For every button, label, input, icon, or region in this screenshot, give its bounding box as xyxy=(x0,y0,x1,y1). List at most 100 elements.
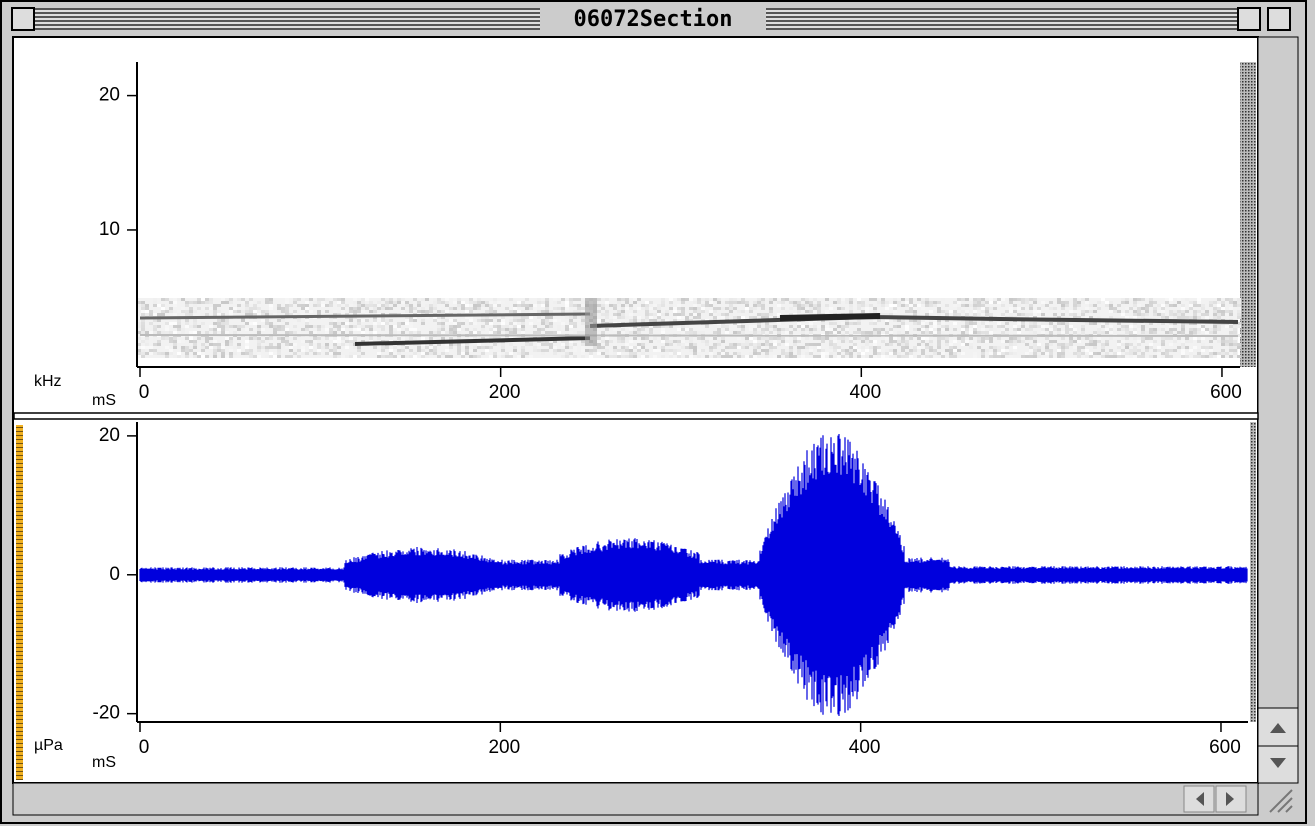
spectrogram-cell xyxy=(1053,328,1057,331)
spectrogram-cell xyxy=(873,310,877,313)
spectrogram-cell xyxy=(909,349,913,352)
spectrogram-cell xyxy=(393,331,397,334)
close-box[interactable] xyxy=(12,8,34,30)
spectrogram-cell xyxy=(973,331,977,334)
spectrogram-cell xyxy=(509,352,513,355)
spectrogram-cell xyxy=(1061,298,1065,301)
spectrogram-cell xyxy=(197,331,201,334)
spectrogram-cell xyxy=(193,301,197,304)
spectrogram-cell xyxy=(569,352,573,355)
spectrogram-cell xyxy=(201,307,205,310)
spectrogram-cell xyxy=(877,331,881,334)
spectrogram-cell xyxy=(621,355,625,358)
spectrogram-cell xyxy=(1193,304,1197,307)
spectrogram-cell xyxy=(189,352,193,355)
spectrogram-cell xyxy=(621,298,625,301)
spectrogram-cell xyxy=(881,355,885,358)
spectrogram-cell xyxy=(877,319,881,322)
spectrogram-cell xyxy=(877,349,881,352)
spectrogram-cell xyxy=(953,328,957,331)
spectrogram-cell xyxy=(209,340,213,343)
spectrogram-cell xyxy=(601,307,605,310)
spectrogram-cell xyxy=(253,322,257,325)
spectrogram-cell xyxy=(485,310,489,313)
spectrogram-cell xyxy=(1137,355,1141,358)
spectrogram-cell xyxy=(721,307,725,310)
spectrogram-cell xyxy=(781,307,785,310)
spectrogram-cell xyxy=(1017,298,1021,301)
spectrogram-cell xyxy=(493,310,497,313)
spectrogram-cell xyxy=(881,340,885,343)
spectrogram-cell xyxy=(257,325,261,328)
spectrogram-cell xyxy=(1193,316,1197,319)
spectrogram-cell xyxy=(1133,310,1137,313)
panel-divider[interactable] xyxy=(14,413,1258,419)
spectrogram-cell xyxy=(1057,301,1061,304)
collapse-box[interactable] xyxy=(1268,8,1290,30)
spectrogram-cell xyxy=(817,310,821,313)
spectrogram-cell xyxy=(1069,310,1073,313)
spectrogram-cell xyxy=(457,322,461,325)
horizontal-scrollbar[interactable] xyxy=(13,783,1258,815)
waveform-handle[interactable] xyxy=(1250,422,1256,722)
spectrogram-cell xyxy=(1237,343,1241,346)
spectrogram-cell xyxy=(961,304,965,307)
spectrogram-cell xyxy=(741,301,745,304)
spectrogram-cell xyxy=(409,337,413,340)
zoom-box[interactable] xyxy=(1238,8,1260,30)
spectrogram-cell xyxy=(765,343,769,346)
spectrogram-cell xyxy=(233,352,237,355)
vertical-scrollbar[interactable] xyxy=(1258,37,1298,783)
spectrogram-cell xyxy=(985,325,989,328)
spectrogram-cell xyxy=(141,340,145,343)
spectrogram-cell xyxy=(505,355,509,358)
channel-bar[interactable] xyxy=(16,425,23,780)
spectrogram-cell xyxy=(1093,346,1097,349)
spectrogram-cell xyxy=(1105,331,1109,334)
spectrogram-cell xyxy=(889,340,893,343)
spectrogram-cell xyxy=(1185,346,1189,349)
spectrogram-cell xyxy=(165,352,169,355)
spectrogram-cell xyxy=(849,355,853,358)
spectrogram-cell xyxy=(249,349,253,352)
spectrogram-cell xyxy=(633,340,637,343)
spectrogram-cell xyxy=(233,307,237,310)
spectrogram-cell xyxy=(521,325,525,328)
spectrogram-cell xyxy=(173,343,177,346)
spectrogram-cell xyxy=(181,340,185,343)
spectrogram-cell xyxy=(1205,331,1209,334)
spectrogram-cell xyxy=(1089,340,1093,343)
spectrogram-cell xyxy=(605,328,609,331)
spectrogram-cell xyxy=(265,301,269,304)
spectrogram-cell xyxy=(225,325,229,328)
spectrogram-cell xyxy=(309,319,313,322)
spectrogram-cell xyxy=(1133,337,1137,340)
spectrogram-cell xyxy=(873,340,877,343)
spectrogram-cell xyxy=(277,352,281,355)
spectrogram-cell xyxy=(757,346,761,349)
spectrogram-handle[interactable] xyxy=(1240,62,1256,367)
spectrogram-cell xyxy=(421,310,425,313)
spectrogram-cell xyxy=(557,328,561,331)
spectrogram-cell xyxy=(553,331,557,334)
spectrogram-cell xyxy=(337,304,341,307)
spectrogram-cell xyxy=(837,307,841,310)
spectrogram-cell xyxy=(937,337,941,340)
spectrogram-cell xyxy=(365,319,369,322)
spectrogram-cell xyxy=(449,331,453,334)
spectrogram-cell xyxy=(933,349,937,352)
spectrogram-cell xyxy=(549,325,553,328)
spectrogram-cell xyxy=(1185,337,1189,340)
spectrogram-cell xyxy=(641,298,645,301)
spectrogram-cell xyxy=(933,301,937,304)
spectrogram-cell xyxy=(509,328,513,331)
spectrogram-cell xyxy=(181,310,185,313)
spectrogram-cell xyxy=(1169,325,1173,328)
spectrogram-cell xyxy=(693,307,697,310)
spectrogram-cell xyxy=(1153,328,1157,331)
spectrogram-cell xyxy=(397,322,401,325)
spectrogram-cell xyxy=(649,313,653,316)
spectrogram-cell xyxy=(1061,301,1065,304)
spectrogram-cell xyxy=(1221,301,1225,304)
spectrogram-cell xyxy=(317,346,321,349)
